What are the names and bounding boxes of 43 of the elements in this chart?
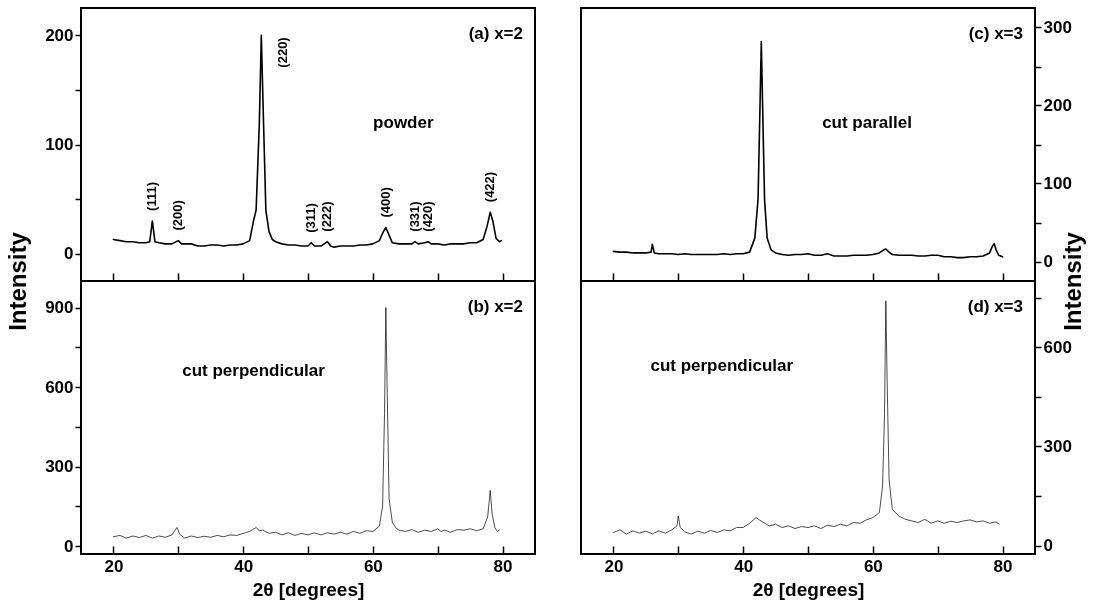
annotation: (d) x=3: [967, 297, 1023, 316]
annotation: (422): [482, 171, 498, 203]
annotation: cut parallel: [822, 112, 912, 132]
annotation: (a) x=2: [468, 24, 523, 43]
annotation: (400): [377, 187, 393, 218]
x-tick-label: 20: [604, 556, 624, 576]
annotation: cut perpendicular: [182, 361, 326, 381]
annotation: powder: [373, 112, 434, 132]
y2-tick-label: 300: [1043, 18, 1072, 37]
annotation: cut perpendicular: [650, 355, 794, 375]
y2-tick-label: 600: [1043, 337, 1072, 357]
x-tick-label: 80: [493, 556, 513, 576]
x-tick-label: 40: [234, 556, 254, 576]
x-axis-title: 2θ [degrees]: [752, 578, 865, 600]
y-tick-label: 0: [64, 536, 74, 556]
x-tick-label: 40: [734, 556, 754, 576]
annotation: (200): [170, 200, 186, 231]
y2-tick-label: 0: [1043, 252, 1053, 271]
y2-tick-label: 300: [1043, 436, 1072, 456]
annotation: (c) x=3: [968, 24, 1023, 43]
x-axis-title: 2θ [degrees]: [252, 578, 365, 600]
x-tick-label: 60: [863, 556, 883, 576]
y-tick-label: 0: [64, 244, 74, 264]
y2-axis-title: Intensity: [1058, 231, 1086, 331]
y-tick-label: 600: [45, 377, 74, 397]
annotation: (111): [144, 182, 160, 211]
annotation: (311): [303, 203, 319, 233]
y2-tick-label: 0: [1043, 536, 1053, 556]
y2-tick-label: 100: [1043, 174, 1072, 193]
y-tick-label: 300: [45, 457, 74, 477]
y-axis-title: Intensity: [4, 231, 32, 331]
y-tick-label: 100: [45, 135, 74, 154]
y-tick-label: 900: [45, 298, 74, 317]
line-series: [612, 40, 1004, 259]
x-tick-label: 80: [993, 556, 1013, 576]
y-tick-label: 200: [45, 25, 74, 45]
x-tick-label: 60: [363, 556, 383, 576]
annotation: (220): [275, 37, 291, 68]
annotation: (b) x=2: [467, 297, 523, 316]
y2-tick-label: 200: [1043, 96, 1072, 115]
annotation: (331): [407, 201, 423, 232]
x-tick-label: 20: [104, 556, 124, 576]
annotation: (222): [319, 201, 335, 232]
